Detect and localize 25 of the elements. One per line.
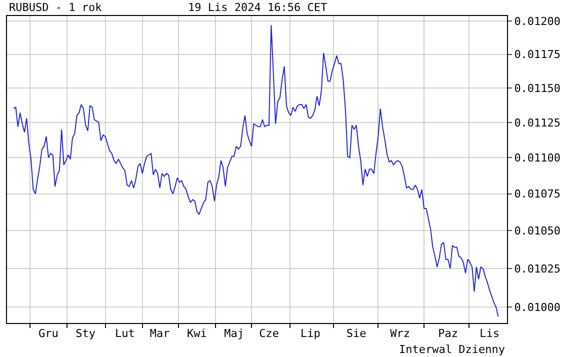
y-tick-label: 0.01075 — [514, 188, 561, 201]
y-tick-label: 0.01025 — [514, 262, 561, 276]
line-series — [13, 24, 499, 318]
x-tick-label: Wrz — [390, 327, 410, 340]
x-tick-label: Lip — [300, 327, 320, 340]
x-tick-label: Lis — [480, 327, 500, 340]
y-tick-label: 0.01150 — [514, 82, 561, 95]
chart-title: RUBUSD - 1 rok — [9, 1, 102, 14]
y-tick-label: 0.01050 — [514, 224, 561, 238]
y-tick-label: 0.01100 — [514, 152, 561, 165]
y-tick-label: 0.01200 — [514, 15, 561, 28]
x-tick-label: Gru — [38, 327, 58, 340]
y-tick-label: 0.01000 — [514, 301, 561, 314]
text: Interwal Dzienny — [399, 343, 506, 356]
x-tick-label: Paz — [438, 327, 458, 340]
x-tick-label: Sty — [76, 327, 96, 340]
x-tick-label: Maj — [224, 327, 244, 340]
chart-subtitle: 19 Lis 2024 16:56 CET — [188, 1, 328, 14]
x-tick-label: Cze — [259, 327, 279, 340]
x-tick-label: Lut — [114, 327, 135, 340]
x-tick-label: Mar — [150, 327, 170, 340]
x-tick-label: Sie — [346, 327, 366, 340]
x-tick-label: Kwi — [187, 327, 207, 340]
y-tick-label: 0.01175 — [514, 48, 561, 62]
y-tick-label: 0.01125 — [514, 116, 561, 130]
